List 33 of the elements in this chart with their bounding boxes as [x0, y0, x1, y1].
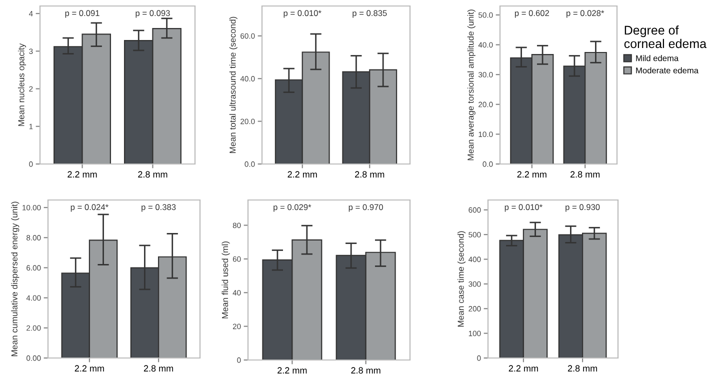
x-tick-label: 2.8 mm	[568, 365, 597, 372]
y-axis-title: Mean average torsional amplitude (unit)	[467, 10, 476, 160]
y-axis-title: Mean cumulative dispersed energy (unit)	[11, 202, 20, 356]
x-tick-label: 2.8 mm	[144, 365, 173, 372]
annotation: p = 0.970	[348, 204, 383, 212]
annotation: p = 0.028*	[566, 10, 604, 18]
x-tick-label: 2.8 mm	[570, 171, 600, 178]
x-tick-label: 2.2 mm	[68, 171, 97, 178]
annotation: p = 0.093	[136, 10, 170, 18]
annotation: p = 0.010*	[504, 204, 542, 212]
x-tick-label: 2.2 mm	[517, 171, 546, 178]
annotation: p = 0.930	[566, 204, 600, 212]
annotation: p = 0.835	[352, 10, 387, 18]
annotation: p = 0.024*	[70, 204, 108, 212]
y-axis-title: Mean nucleus opacity	[18, 43, 26, 126]
y-axis-title: Mean total ultrasound time (second)	[229, 16, 238, 153]
x-tick-label: 2.2 mm	[278, 367, 307, 374]
x-tick-label: 2.2 mm	[74, 365, 104, 372]
legend-title: Degree of corneal edema	[624, 25, 707, 48]
y-axis-title: Mean case time (second)	[458, 231, 466, 327]
x-tick-label: 2.8 mm	[355, 171, 384, 178]
annotation: p = 0.029*	[274, 204, 312, 212]
x-tick-label: 2.8 mm	[138, 171, 168, 178]
legend-label: Mild edema	[636, 55, 679, 62]
annotation: p = 0.010*	[284, 10, 322, 18]
annotation: p = 0.602	[514, 10, 549, 18]
y-axis-title: Mean fluid used (ml)	[222, 242, 230, 318]
x-tick-label: 2.2 mm	[508, 365, 538, 372]
x-tick-label: 2.2 mm	[288, 171, 317, 178]
x-tick-label: 2.8 mm	[351, 367, 380, 374]
legend-label: Moderate edema	[636, 67, 699, 74]
annotation: p = 0.091	[65, 10, 100, 18]
annotation: p = 0.383	[142, 204, 176, 212]
